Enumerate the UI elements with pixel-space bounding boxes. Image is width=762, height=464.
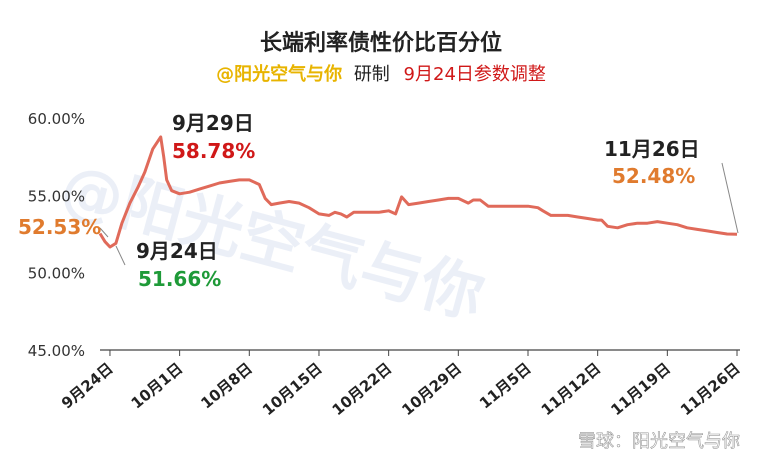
subtitle-made: 研制 (354, 64, 390, 85)
y-tick-label: 50.00% (28, 265, 85, 283)
annotation-start-value: 52.53% (18, 215, 101, 239)
leader-line-low (115, 245, 126, 266)
x-tick-label: 10月15日 (259, 359, 326, 419)
annotation-low-date: 9月24日 (136, 239, 218, 263)
x-tick-label: 11月19日 (607, 359, 674, 419)
y-tick-label: 55.00% (28, 187, 85, 205)
annotation-end-date: 11月26日 (604, 137, 700, 161)
chart-title: 长端利率债性价比百分位 (260, 30, 502, 56)
y-axis: 60.00% 55.00% 50.00% 45.00% (28, 110, 85, 360)
x-tick-label: 11月12日 (538, 359, 605, 419)
x-tick-label: 11月5日 (476, 359, 535, 412)
annotation-end-value: 52.48% (612, 164, 695, 188)
chart-subtitle: @阳光空气与你 研制 9月24日参数调整 (216, 63, 546, 85)
subtitle-author: @阳光空气与你 (216, 63, 342, 85)
x-tick-label: 10月22日 (329, 359, 396, 419)
y-tick-label: 45.00% (28, 342, 85, 360)
subtitle-note: 9月24日参数调整 (404, 64, 546, 85)
annotation-peak-date: 9月29日 (172, 111, 254, 135)
watermark: @阳光空气与你 (53, 150, 491, 333)
y-tick-label: 60.00% (28, 110, 85, 128)
x-axis: 9月24日 10月1日 10月8日 10月15日 10月22日 10月29日 11月5日 11… (58, 350, 744, 419)
annotation-low-value: 51.66% (138, 267, 221, 291)
x-tick-label: 11月26日 (677, 359, 744, 419)
x-tick-label: 10月29日 (398, 359, 465, 419)
annotation-peak-value: 58.78% (172, 139, 255, 163)
x-tick-label: 9月24日 (58, 359, 117, 412)
x-tick-label: 10月1日 (128, 359, 187, 412)
x-tick-label: 10月8日 (197, 359, 256, 412)
leader-line-end (721, 162, 739, 234)
series-line (98, 135, 738, 249)
footer-brand: 雪球：阳光空气与你 (578, 431, 740, 452)
leader-line-start (99, 227, 109, 238)
